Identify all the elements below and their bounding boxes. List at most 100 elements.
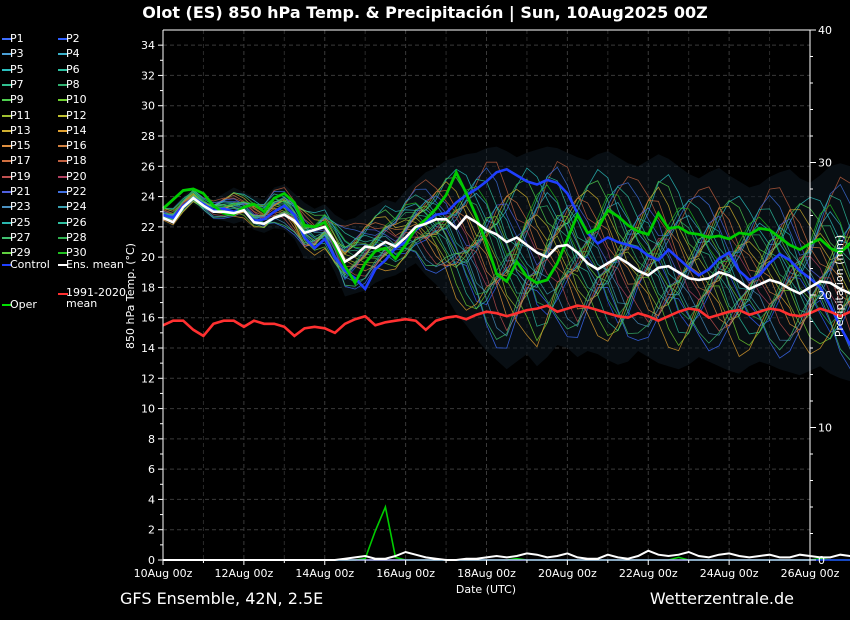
y-left-tick-label: 0 xyxy=(148,554,155,567)
y-left-tick-label: 18 xyxy=(141,281,155,294)
legend-label: P8 xyxy=(66,77,80,91)
y-left-tick-label: 22 xyxy=(141,221,155,234)
ensemble-spread xyxy=(163,146,850,382)
source-credit[interactable]: Wetterzentrale.de xyxy=(649,589,794,608)
legend-label: P9 xyxy=(10,93,24,107)
legend-label: P3 xyxy=(10,47,24,61)
legend-label: P26 xyxy=(66,215,87,229)
model-info: GFS Ensemble, 42N, 2.5E xyxy=(120,589,324,608)
member-line-p14 xyxy=(162,200,850,358)
legend-label: P4 xyxy=(66,47,80,61)
legend-swatch xyxy=(58,53,68,56)
legend-swatch xyxy=(2,191,12,193)
legend-label: P6 xyxy=(66,62,80,76)
legend-label: P5 xyxy=(10,62,24,76)
y-left-tick-label: 4 xyxy=(148,493,155,506)
series-line-1991-2020-mean xyxy=(162,304,850,338)
member-line-p9 xyxy=(162,177,850,256)
legend-swatch xyxy=(58,221,68,224)
member-line-p8 xyxy=(162,191,850,283)
legend-swatch xyxy=(58,264,68,266)
legend-label: P15 xyxy=(10,139,31,153)
legend-label: P2 xyxy=(66,32,80,45)
legend-swatch xyxy=(58,236,68,239)
y-right-tick-label: 30 xyxy=(818,157,832,170)
y-left-tick-label: 8 xyxy=(148,433,155,446)
legend-swatch xyxy=(58,99,68,102)
legend-swatch xyxy=(2,114,12,117)
legend-swatch xyxy=(2,38,12,40)
series-line-ens-mean xyxy=(162,196,850,295)
x-tick-label: 10Aug 00z xyxy=(134,567,193,580)
legend-label: P28 xyxy=(66,230,87,244)
legend-swatch xyxy=(2,221,12,224)
member-line-p27 xyxy=(162,198,850,361)
legend-swatch xyxy=(2,83,12,86)
legend-swatch xyxy=(2,53,12,56)
y-left-tick-label: 16 xyxy=(141,312,155,325)
x-tick-label: 26Aug 00z xyxy=(781,567,840,580)
legend-swatch xyxy=(58,145,68,148)
legend-swatch xyxy=(58,293,68,295)
ensemble-spread-area xyxy=(163,146,850,382)
legend-label: P29 xyxy=(10,246,31,260)
legend-swatch xyxy=(2,252,12,255)
y-left-tick-label: 32 xyxy=(141,69,155,82)
x-tick-label: 12Aug 00z xyxy=(215,567,274,580)
y-left-tick-label: 28 xyxy=(141,130,155,143)
series-line-oper xyxy=(162,168,850,286)
legend-swatch xyxy=(58,206,68,209)
y-left-tick-label: 10 xyxy=(141,403,155,416)
legend-label: Oper xyxy=(10,298,37,311)
legend-swatch xyxy=(2,129,12,132)
y-left-tick-label: 20 xyxy=(141,251,155,264)
member-line-p30 xyxy=(162,184,850,267)
y-left-tick-label: 6 xyxy=(148,463,155,476)
y-left-tick-label: 2 xyxy=(148,524,155,537)
legend-swatch xyxy=(2,99,12,102)
legend-label: P19 xyxy=(10,169,31,183)
legend-swatch xyxy=(58,83,68,86)
legend-label: P21 xyxy=(10,185,31,198)
axes: 0246810121416182022242628303234010203040… xyxy=(134,24,840,580)
y-left-tick-label: 30 xyxy=(141,100,155,113)
legend-swatch xyxy=(58,129,68,132)
legend-swatch xyxy=(58,68,68,71)
x-axis-label: Date (UTC) xyxy=(456,583,516,596)
legend-swatch xyxy=(2,304,12,306)
member-line-p13 xyxy=(162,181,850,265)
precip-line-oper xyxy=(163,504,850,561)
member-line-p28 xyxy=(162,199,850,325)
legend-label: P25 xyxy=(10,215,31,229)
legend-label: 1991-2020 mean xyxy=(66,286,126,310)
member-line-p10 xyxy=(162,201,850,347)
x-tick-label: 14Aug 00z xyxy=(295,567,354,580)
legend-swatch xyxy=(58,38,68,40)
legend-swatch xyxy=(58,175,68,178)
legend-label: P1 xyxy=(10,32,24,45)
x-tick-label: 20Aug 00z xyxy=(538,567,597,580)
legend-label: P30 xyxy=(66,246,87,260)
y-left-tick-label: 12 xyxy=(141,372,155,385)
legend-label: P14 xyxy=(66,123,87,137)
legend-label: Control xyxy=(10,258,50,271)
member-line-p18 xyxy=(162,160,850,251)
y-right-axis-label: Precipitation (mm) xyxy=(833,235,846,337)
legend-swatch xyxy=(58,114,68,117)
legend-swatch xyxy=(2,160,12,163)
y-left-tick-label: 34 xyxy=(141,39,155,52)
legend-label: P10 xyxy=(66,93,87,107)
y-left-tick-label: 14 xyxy=(141,342,155,355)
x-tick-label: 16Aug 00z xyxy=(376,567,435,580)
x-tick-label: 18Aug 00z xyxy=(457,567,516,580)
precip-line-ens-mean xyxy=(163,549,850,561)
y-right-tick-label: 20 xyxy=(818,289,832,302)
legend-swatch xyxy=(2,206,12,209)
legend-label: P24 xyxy=(66,200,87,214)
y-left-tick-label: 26 xyxy=(141,160,155,173)
member-line-p17 xyxy=(162,189,850,273)
legend-label: P23 xyxy=(10,200,31,214)
legend-swatch xyxy=(2,175,12,178)
y-right-tick-label: 10 xyxy=(818,422,832,435)
legend-swatch xyxy=(2,264,12,266)
